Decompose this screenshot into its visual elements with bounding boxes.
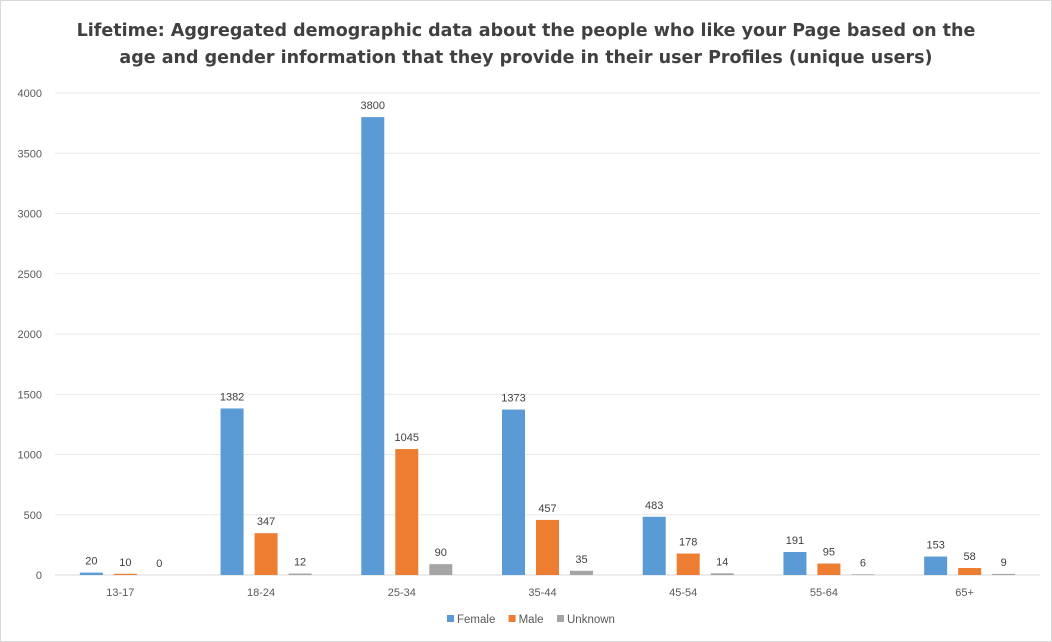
bar-female-35-44 (502, 409, 525, 575)
x-tick-label: 45-54 (669, 587, 697, 599)
y-tick-label: 3000 (18, 209, 42, 221)
legend-label-unknown: Unknown (567, 614, 615, 626)
y-tick-label: 2500 (18, 269, 42, 281)
data-label: 178 (679, 537, 697, 549)
data-label: 6 (860, 557, 866, 569)
x-tick-label: 18-24 (247, 587, 275, 599)
data-label: 191 (786, 535, 804, 547)
data-label: 1045 (395, 432, 419, 444)
bar-male-18-24 (254, 533, 278, 575)
bar-male-65+ (958, 568, 982, 575)
data-label: 95 (823, 547, 835, 559)
data-label: 12 (294, 557, 306, 569)
y-tick-label: 1000 (18, 450, 42, 462)
data-label: 457 (538, 503, 556, 515)
y-tick-label: 3500 (18, 148, 42, 160)
data-label: 10 (119, 557, 131, 569)
bar-female-13-17 (79, 572, 103, 575)
data-label: 0 (156, 558, 162, 570)
bar-female-25-34 (361, 117, 385, 575)
bar-unknown-35-44 (570, 570, 593, 575)
legend-swatch-female (447, 615, 454, 622)
data-label: 9 (1001, 557, 1007, 569)
x-tick-label: 13-17 (106, 587, 134, 599)
data-label: 347 (257, 516, 275, 528)
legend-swatch-unknown (557, 615, 564, 622)
bar-unknown-25-34 (429, 564, 453, 575)
data-label: 14 (716, 556, 728, 568)
bar-unknown-45-54 (710, 573, 734, 575)
data-label: 153 (926, 540, 944, 552)
bar-male-45-54 (676, 553, 700, 575)
x-tick-label: 65+ (955, 587, 974, 599)
y-tick-label: 0 (36, 570, 42, 582)
bar-male-13-17 (113, 573, 137, 575)
data-label: 483 (645, 500, 663, 512)
chart-title-line-1: Lifetime: Aggregated demographic data ab… (76, 21, 976, 41)
x-tick-label: 55-64 (810, 587, 838, 599)
y-tick-label: 1500 (18, 389, 42, 401)
x-tick-label: 35-44 (528, 587, 556, 599)
bar-unknown-18-24 (288, 573, 312, 575)
bar-female-45-54 (642, 516, 666, 575)
x-tick-label: 25-34 (388, 587, 416, 599)
bar-female-55-64 (783, 551, 807, 575)
bar-male-35-44 (536, 519, 559, 575)
legend-label-female: Female (457, 614, 495, 626)
chart-title: Lifetime: Aggregated demographic data ab… (0, 18, 1052, 72)
bar-male-25-34 (395, 449, 419, 575)
bar-unknown-55-64 (851, 574, 875, 575)
chart-title-line-2: age and gender information that they pro… (119, 48, 933, 68)
data-label: 90 (435, 547, 447, 559)
y-tick-label: 2000 (18, 329, 42, 341)
data-label: 35 (575, 554, 587, 566)
bar-unknown-65+ (992, 573, 1016, 575)
y-tick-label: 4000 (18, 88, 42, 100)
legend-label-male: Male (519, 614, 544, 626)
data-label: 20 (85, 556, 97, 568)
y-tick-label: 500 (24, 510, 42, 522)
bar-female-18-24 (220, 408, 244, 575)
bar-female-65+ (924, 556, 948, 575)
legend-swatch-male (508, 615, 516, 622)
bar-male-55-64 (817, 563, 841, 575)
data-label: 1373 (501, 393, 525, 405)
data-label: 58 (964, 551, 976, 563)
data-label: 3800 (361, 100, 385, 112)
data-label: 1382 (220, 391, 244, 403)
